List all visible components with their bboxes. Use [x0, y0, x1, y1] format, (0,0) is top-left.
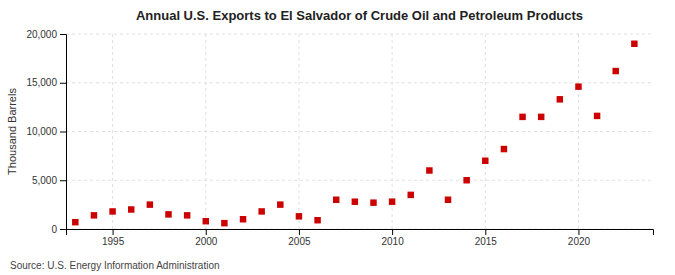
tick: 2000 [195, 229, 218, 247]
tick-label: 5,000 [32, 175, 57, 186]
tick-mark [392, 229, 393, 235]
point [128, 206, 134, 212]
point [408, 192, 414, 198]
point [203, 218, 209, 224]
tick-mark [113, 229, 114, 235]
point [594, 113, 600, 119]
tick: 0 [51, 224, 66, 235]
point [147, 201, 153, 207]
tick-mark [206, 229, 207, 235]
point [631, 41, 637, 47]
grid-line-x [112, 34, 113, 229]
tick-label: 2005 [288, 236, 311, 247]
plot-area: 1995 2000 2005 2010 2015 2020 0 5,000 10,000 15,0… [26, 29, 653, 247]
title: Annual U.S. Exports to El Salvador of Cr… [136, 8, 583, 23]
points [72, 41, 638, 227]
point [557, 96, 563, 102]
point [612, 68, 618, 74]
point [463, 177, 469, 183]
grid-line-y [66, 34, 653, 35]
tick-label: 10,000 [26, 126, 57, 137]
grid-line-y [66, 82, 653, 83]
grid-line-x [485, 34, 486, 229]
tick: 10,000 [26, 126, 66, 137]
point [426, 167, 432, 173]
point [72, 219, 78, 225]
tick: 2010 [381, 229, 404, 247]
point [352, 198, 358, 204]
point [277, 201, 283, 207]
point [482, 158, 488, 164]
tick-label: 2000 [195, 236, 218, 247]
point [370, 199, 376, 205]
point [109, 208, 115, 214]
tick: 2005 [288, 229, 311, 247]
point [501, 146, 507, 152]
tick-mark [299, 229, 300, 235]
tick: 15,000 [26, 77, 66, 88]
axis-line [60, 35, 67, 230]
x-axis: 1995 2000 2005 2010 2015 2020 [67, 229, 654, 247]
source-note: Source: U.S. Energy Information Administ… [10, 260, 220, 271]
tick: 20,000 [26, 29, 66, 40]
y-axis: 0 5,000 10,000 15,000 20,000 [26, 29, 66, 235]
y-axis-title: Thousand Barrels [6, 88, 18, 175]
tick: 1995 [102, 229, 125, 247]
tick-label: 2020 [568, 236, 591, 247]
chart-svg: 1995 2000 2005 2010 2015 2020 0 5,000 10,000 15,0… [0, 0, 675, 275]
tick-mark [485, 229, 486, 235]
tick-label: 20,000 [26, 29, 57, 40]
point [333, 197, 339, 203]
point [91, 212, 97, 218]
tick-mark [578, 229, 579, 235]
grid-line-y [66, 180, 653, 181]
tick-mark [60, 180, 66, 181]
tick-label: 2010 [381, 236, 404, 247]
tick: 2015 [475, 229, 498, 247]
point [258, 208, 264, 214]
point [519, 114, 525, 120]
grid-line-x [578, 34, 579, 229]
tick-label: 2015 [475, 236, 498, 247]
tick-mark [60, 34, 66, 35]
tick-label: 15,000 [26, 77, 57, 88]
tick: 5,000 [32, 175, 66, 186]
tick-mark [60, 83, 66, 84]
tick: 2020 [568, 229, 591, 247]
point [184, 212, 190, 218]
point [296, 213, 302, 219]
chart-container: 1995 2000 2005 2010 2015 2020 0 5,000 10,000 15,0… [0, 0, 675, 275]
point [575, 83, 581, 89]
grid-line-y [66, 131, 653, 132]
point [221, 220, 227, 226]
tick-mark [60, 132, 66, 133]
point [314, 217, 320, 223]
point [389, 198, 395, 204]
tick-label: 0 [51, 224, 57, 235]
point [538, 114, 544, 120]
axis-line [67, 230, 654, 236]
tick-mark [60, 229, 66, 230]
grid [66, 34, 653, 229]
point [445, 197, 451, 203]
grid-line-x [298, 34, 299, 229]
point [240, 216, 246, 222]
tick-label: 1995 [102, 236, 125, 247]
grid-line-x [205, 34, 206, 229]
point [165, 211, 171, 217]
